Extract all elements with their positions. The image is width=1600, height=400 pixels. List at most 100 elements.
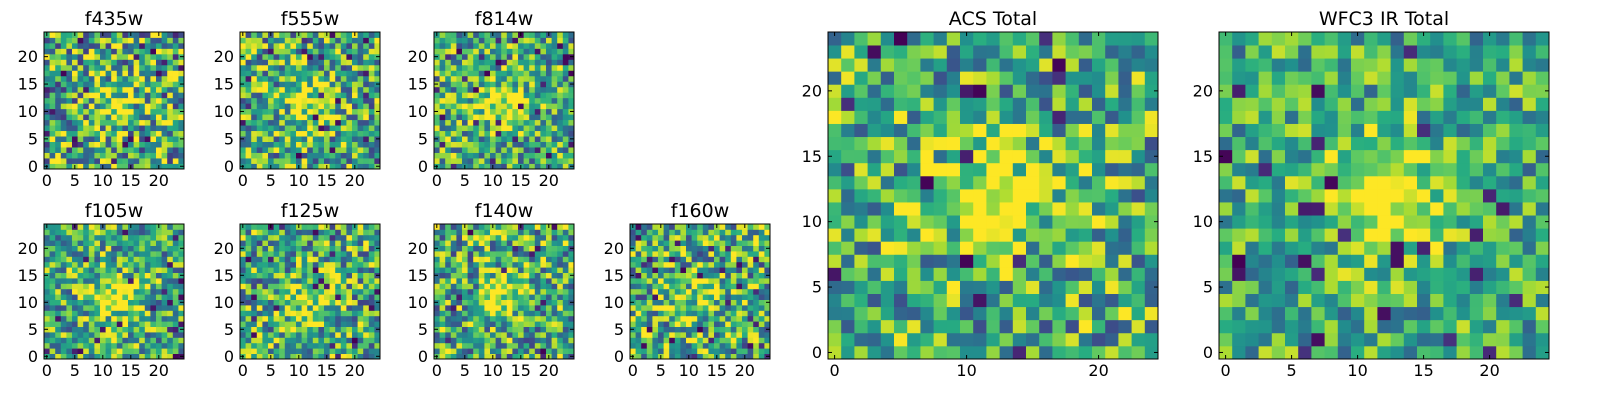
heatmap-cell — [105, 337, 112, 344]
heatmap-cell — [268, 136, 274, 142]
heatmap-cell — [357, 261, 364, 268]
heatmap-cell — [340, 288, 347, 295]
heatmap-cell — [495, 353, 502, 360]
heatmap-cell — [534, 240, 541, 246]
heatmap-cell — [251, 92, 258, 99]
heatmap-cell — [1026, 293, 1040, 308]
heatmap-cell — [167, 114, 174, 121]
heatmap-cell — [88, 103, 95, 110]
heatmap-cell — [434, 294, 440, 300]
heatmap-cell — [133, 305, 140, 311]
heatmap-cell — [490, 261, 496, 268]
heatmap-cell — [450, 42, 457, 49]
heatmap-cell — [880, 149, 895, 164]
heatmap-cell — [374, 288, 381, 295]
heatmap-cell — [495, 32, 502, 38]
heatmap-cell — [178, 224, 185, 230]
heatmap-cell — [318, 353, 325, 360]
heatmap-cell — [456, 114, 463, 121]
panel-title: f140w — [475, 200, 534, 222]
heatmap-cell — [368, 251, 375, 257]
heatmap-cell — [83, 97, 90, 104]
heatmap-cell — [562, 310, 569, 317]
heatmap-cell — [245, 141, 252, 148]
heatmap-cell — [307, 75, 314, 82]
heatmap-cell — [284, 332, 291, 338]
heatmap-cell — [551, 114, 558, 121]
heatmap-cell — [534, 37, 541, 44]
heatmap-cell — [290, 224, 297, 230]
heatmap-cell — [1052, 228, 1066, 242]
heatmap-cell — [340, 141, 347, 148]
heatmap-cell — [66, 224, 73, 230]
heatmap-cell — [506, 321, 513, 327]
heatmap-cell — [747, 288, 754, 295]
heatmap-cell — [546, 158, 552, 164]
heatmap-cell — [105, 42, 112, 49]
heatmap-cell — [646, 348, 653, 354]
heatmap-cell — [725, 272, 732, 279]
heatmap-cell — [742, 234, 748, 241]
heatmap-cell — [1065, 319, 1080, 334]
heatmap-cell — [635, 305, 642, 311]
heatmap-cell — [105, 299, 112, 306]
heatmap-cell — [828, 345, 842, 360]
heatmap-cell — [635, 294, 642, 300]
heatmap-cell — [116, 337, 123, 344]
heatmap-cell — [346, 92, 353, 99]
heatmap-cell — [529, 64, 536, 71]
heatmap-cell — [307, 103, 314, 110]
heatmap-cell — [279, 130, 286, 137]
heatmap-cell — [55, 294, 62, 300]
heatmap-cell — [663, 240, 670, 246]
heatmap-cell — [318, 337, 325, 344]
heatmap-cell — [529, 86, 536, 93]
heatmap-cell — [999, 228, 1014, 242]
heatmap-cell — [346, 59, 353, 66]
heatmap-cell — [933, 306, 948, 321]
heatmap-cell — [296, 114, 302, 121]
heatmap-cell — [568, 278, 575, 284]
heatmap-cell — [714, 272, 720, 279]
heatmap-cell — [568, 103, 575, 110]
heatmap-cell — [490, 147, 496, 153]
heatmap-cell — [340, 64, 347, 71]
heatmap-cell — [484, 152, 491, 159]
heatmap-cell — [301, 240, 308, 246]
heatmap-cell — [329, 278, 336, 284]
heatmap-cell — [512, 158, 519, 164]
heatmap-cell — [139, 70, 146, 77]
heatmap-cell — [540, 32, 547, 38]
heatmap-cell — [368, 64, 375, 71]
heatmap-cell — [66, 234, 73, 241]
heatmap-cell — [296, 305, 302, 311]
heatmap-cell — [462, 321, 468, 327]
heatmap-cell — [439, 141, 446, 148]
heatmap-cell — [674, 240, 681, 246]
heatmap-cell — [1118, 306, 1132, 321]
heatmap-cell — [161, 158, 168, 164]
heatmap-cell — [501, 261, 508, 268]
heatmap-cell — [501, 294, 508, 300]
heatmap-cell — [439, 348, 446, 354]
heatmap-cell — [100, 147, 106, 153]
heatmap-cell — [279, 224, 286, 230]
heatmap-cell — [686, 261, 692, 268]
heatmap-cell — [340, 136, 347, 142]
axes-frame — [433, 223, 575, 360]
heatmap-cell — [529, 141, 536, 148]
heatmap-cell — [150, 125, 157, 132]
heatmap-cell — [753, 294, 760, 300]
heatmap-cell — [290, 114, 297, 121]
heatmap-cell — [880, 254, 895, 268]
heatmap-cell — [83, 125, 90, 132]
heatmap-cell — [77, 75, 84, 82]
heatmap-cell — [100, 278, 106, 284]
heatmap-cell — [658, 245, 664, 252]
heatmap-cell — [340, 261, 347, 268]
heatmap-cell — [1065, 175, 1080, 190]
heatmap-cell — [708, 278, 715, 284]
heatmap-cell — [456, 267, 463, 273]
heatmap-cell — [894, 306, 908, 321]
heatmap-cell — [144, 42, 151, 49]
